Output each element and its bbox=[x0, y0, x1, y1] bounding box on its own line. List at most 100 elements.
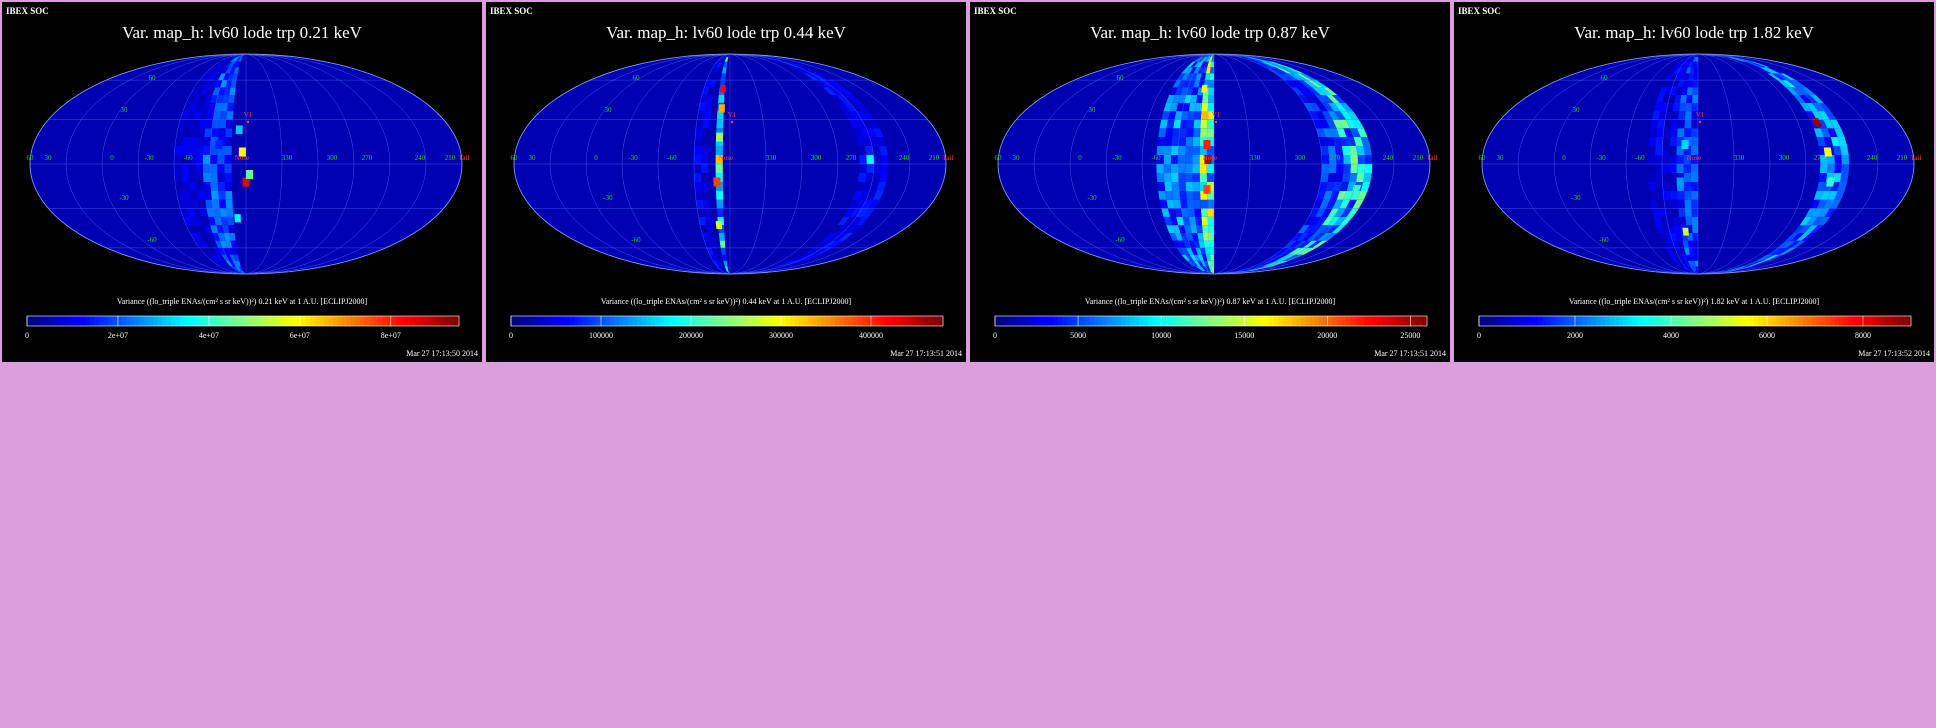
map-pixel bbox=[1174, 111, 1183, 120]
map-pixel bbox=[704, 80, 712, 88]
map-pixel bbox=[188, 154, 196, 164]
map-pixel bbox=[186, 94, 196, 103]
map-pixel bbox=[1190, 94, 1198, 103]
timestamp: Mar 27 17:13:51 2014 bbox=[1374, 349, 1446, 358]
map-pixel bbox=[1669, 173, 1677, 183]
map-pixel bbox=[1200, 128, 1208, 138]
map-pixel bbox=[1687, 260, 1693, 267]
map-pixel-peak bbox=[1201, 111, 1209, 120]
map-pixel bbox=[1207, 199, 1214, 209]
map-pixel bbox=[1824, 111, 1837, 120]
map-pixel bbox=[1726, 266, 1746, 271]
map-pixel bbox=[1695, 266, 1698, 271]
map-pixel bbox=[1695, 57, 1698, 62]
map-pixel bbox=[215, 61, 225, 68]
map-pixel bbox=[855, 199, 867, 209]
map-pixel bbox=[218, 199, 227, 209]
map-pixel bbox=[205, 254, 216, 261]
map-pixel bbox=[864, 145, 874, 155]
map-pixel bbox=[1283, 80, 1297, 88]
map-pixel bbox=[848, 119, 860, 129]
map-pixel bbox=[1186, 247, 1194, 255]
map-pixel bbox=[785, 260, 806, 267]
map-pixel bbox=[1343, 190, 1354, 200]
map-pixel bbox=[235, 61, 241, 68]
map-pixel bbox=[1165, 128, 1174, 138]
map-pixel bbox=[694, 164, 702, 174]
map-pixel bbox=[1203, 57, 1209, 62]
map-pixel bbox=[862, 208, 875, 217]
source-label: IBEX SOC bbox=[490, 6, 533, 16]
source-label: IBEX SOC bbox=[1458, 6, 1501, 16]
map-pixel bbox=[1804, 225, 1818, 234]
map-pixel bbox=[1649, 190, 1658, 200]
map-pixel bbox=[1201, 216, 1209, 226]
map-pixel bbox=[226, 208, 234, 217]
map-pixel bbox=[1691, 208, 1698, 217]
map-pixel bbox=[1312, 233, 1327, 241]
longitude-label: 60 bbox=[511, 154, 519, 162]
map-pixel bbox=[801, 254, 820, 261]
map-pixel bbox=[228, 225, 235, 234]
map-pixel bbox=[1340, 208, 1353, 217]
map-pixel bbox=[859, 154, 867, 164]
map-pixel bbox=[229, 233, 236, 241]
map-pixel bbox=[1327, 145, 1336, 155]
map-pixel bbox=[1690, 182, 1698, 191]
map-pixel bbox=[176, 128, 185, 138]
map-pixel bbox=[701, 173, 709, 183]
map-pixel bbox=[1326, 94, 1340, 103]
map-pixel bbox=[1748, 260, 1767, 267]
map-pixel bbox=[1297, 80, 1313, 88]
map-pixel bbox=[1364, 164, 1373, 174]
map-pixel bbox=[1662, 145, 1670, 155]
map-pixel bbox=[1325, 119, 1337, 129]
map-pixel bbox=[1309, 94, 1322, 103]
map-pixel bbox=[1679, 266, 1688, 271]
map-pixel bbox=[859, 128, 870, 138]
map-pixel bbox=[218, 119, 227, 129]
map-pixel bbox=[1161, 111, 1170, 120]
colorbar-label: Variance ((lo_triple ENAs/(cm² s sr keV)… bbox=[1569, 297, 1820, 306]
map-pixel bbox=[1684, 111, 1692, 120]
map-pixel bbox=[1315, 111, 1326, 120]
map-pixel bbox=[204, 128, 212, 138]
map-pixel bbox=[880, 154, 889, 164]
map-pixel bbox=[777, 260, 795, 267]
map-pixel bbox=[1190, 73, 1198, 81]
map-pixel bbox=[230, 240, 237, 248]
map-pixel bbox=[1178, 137, 1187, 146]
map-pixel bbox=[1268, 254, 1284, 261]
map-pixel bbox=[694, 173, 702, 183]
map-pixel bbox=[1798, 94, 1812, 103]
map-pixel bbox=[707, 233, 715, 241]
map-pixel bbox=[1206, 57, 1211, 62]
colorbar-tick-label: 6000 bbox=[1759, 331, 1775, 340]
map-pixel bbox=[1184, 225, 1192, 234]
map-pixel bbox=[1194, 111, 1202, 120]
map-pixel bbox=[1307, 240, 1323, 248]
longitude-label: 330 bbox=[1734, 154, 1745, 162]
map-pixel bbox=[1680, 61, 1688, 68]
map-pixel bbox=[1207, 61, 1212, 68]
map-pixel bbox=[1684, 128, 1692, 138]
map-pixel bbox=[1682, 57, 1690, 62]
map-pixel bbox=[1777, 240, 1791, 248]
map-pixel bbox=[716, 260, 723, 267]
colorbar-tick-label: 15000 bbox=[1234, 331, 1254, 340]
map-pixel bbox=[211, 128, 219, 138]
map-pixel bbox=[232, 61, 239, 68]
map-pixel bbox=[1205, 254, 1211, 261]
map-pixel bbox=[1786, 240, 1802, 248]
map-pixel bbox=[1193, 190, 1201, 200]
map-pixel bbox=[1832, 173, 1842, 183]
map-pixel bbox=[1688, 247, 1694, 255]
map-pixel bbox=[219, 266, 231, 271]
map-pixel bbox=[181, 164, 189, 174]
map-pixel bbox=[1283, 73, 1298, 81]
map-pixel bbox=[1685, 216, 1693, 226]
map-pixel bbox=[1291, 233, 1304, 241]
map-pixel bbox=[195, 216, 205, 226]
map-pixel bbox=[1299, 247, 1317, 255]
map-pixel bbox=[847, 225, 862, 234]
